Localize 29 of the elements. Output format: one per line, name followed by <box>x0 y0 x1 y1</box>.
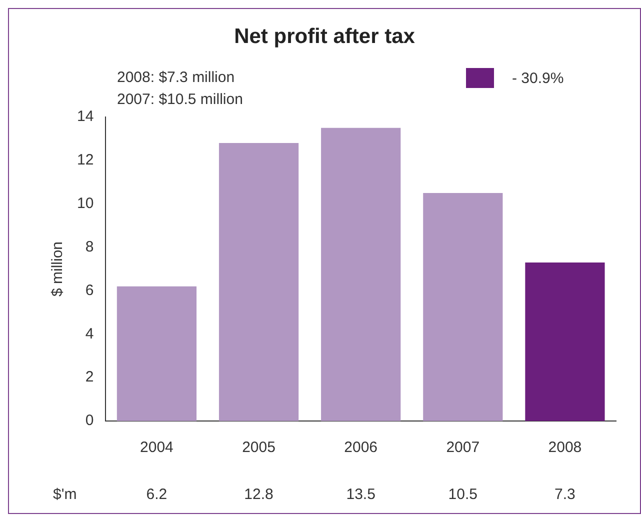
bar <box>525 262 605 421</box>
y-tick-label: 2 <box>85 368 94 386</box>
x-tick-label: 2008 <box>548 439 582 456</box>
x-tick-label: 2004 <box>140 439 174 456</box>
y-tick-label: 0 <box>85 412 94 430</box>
bar <box>321 128 401 421</box>
data-label: 12.8 <box>244 486 274 504</box>
x-tick-label: 2005 <box>242 439 276 456</box>
text: $'m <box>53 486 77 504</box>
x-tick-label: 2006 <box>344 439 378 456</box>
y-tick-label: 4 <box>85 325 94 342</box>
text: 2008: $7.3 million <box>117 68 236 88</box>
text: - 30.9% <box>512 70 564 86</box>
bar <box>423 193 503 421</box>
data-label: 10.5 <box>448 486 478 504</box>
y-tick-label: 6 <box>85 282 94 299</box>
bar <box>116 286 197 421</box>
y-tick-label: 8 <box>85 238 94 256</box>
y-tick-label: 12 <box>76 152 94 169</box>
y-tick-label: 14 <box>76 108 94 126</box>
data-label: 13.5 <box>346 486 376 504</box>
data-label: 7.3 <box>554 486 576 504</box>
bar <box>218 143 299 421</box>
x-tick-label: 2007 <box>446 439 480 456</box>
y-axis-title: $ million <box>49 241 66 297</box>
chart-title: Net profit after tax <box>233 25 416 49</box>
y-tick-label: 10 <box>76 195 94 212</box>
text: 2007: $10.5 million <box>117 90 243 110</box>
data-label: 6.2 <box>146 486 168 504</box>
